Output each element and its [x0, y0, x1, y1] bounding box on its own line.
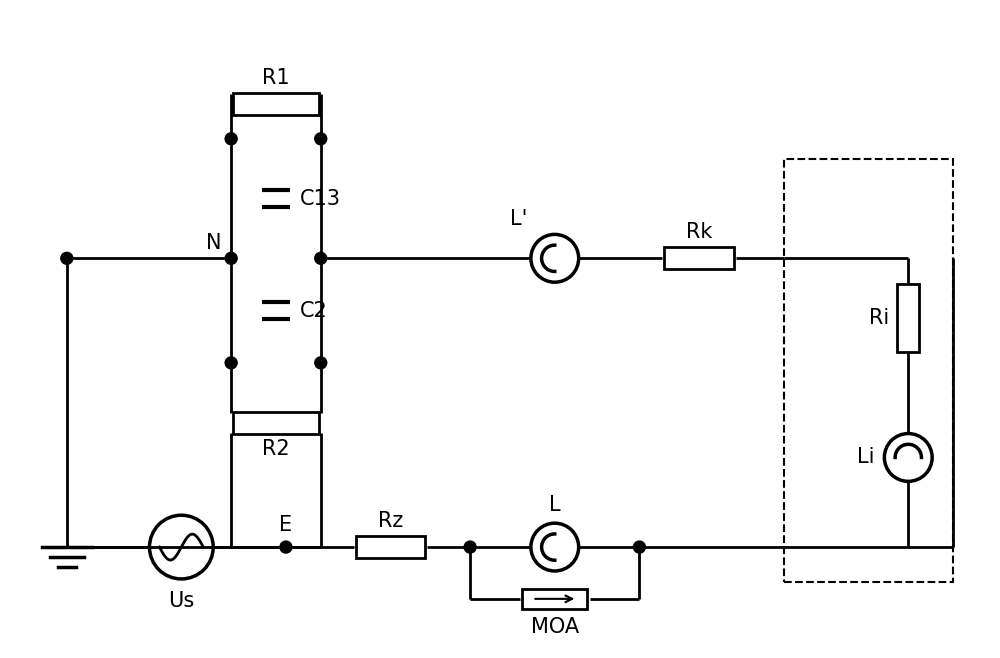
- Text: Li: Li: [857, 447, 874, 467]
- Text: E: E: [279, 515, 292, 535]
- Text: Rk: Rk: [686, 222, 712, 242]
- Circle shape: [225, 133, 237, 145]
- Circle shape: [315, 252, 327, 265]
- Bar: [233, 93, 319, 115]
- Bar: [897, 284, 919, 352]
- Text: MOA: MOA: [531, 617, 579, 637]
- Circle shape: [315, 357, 327, 369]
- Text: Us: Us: [168, 591, 194, 611]
- Bar: [522, 589, 587, 609]
- Text: R2: R2: [262, 438, 290, 459]
- Text: R1: R1: [262, 68, 290, 88]
- Bar: [664, 247, 734, 269]
- Circle shape: [464, 541, 476, 553]
- Text: C13: C13: [300, 189, 341, 209]
- Circle shape: [225, 357, 237, 369]
- Circle shape: [633, 541, 645, 553]
- Text: L: L: [549, 495, 561, 515]
- Text: Ri: Ri: [869, 308, 889, 328]
- Text: N: N: [206, 234, 221, 253]
- Circle shape: [315, 133, 327, 145]
- Text: C2: C2: [300, 301, 328, 320]
- Circle shape: [280, 541, 292, 553]
- Text: L': L': [510, 209, 528, 230]
- Circle shape: [225, 252, 237, 265]
- Circle shape: [61, 252, 73, 265]
- Bar: [233, 412, 319, 434]
- Text: Rz: Rz: [378, 511, 403, 531]
- Bar: [356, 536, 425, 558]
